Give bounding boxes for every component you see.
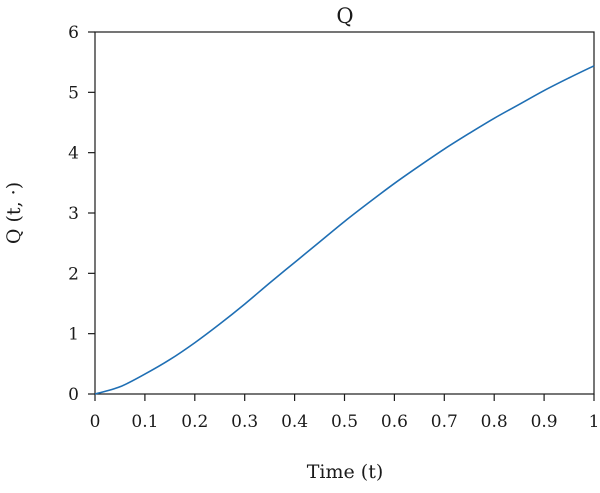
- x-tick-label: 1: [589, 412, 600, 432]
- x-tick-label: 0.9: [531, 412, 558, 432]
- x-axis-title: Time (t): [307, 461, 384, 483]
- x-tick-label: 0.7: [431, 412, 458, 432]
- y-tick-label: 6: [68, 23, 79, 43]
- x-tick-label: 0.5: [331, 412, 358, 432]
- series-line: [94, 65, 595, 395]
- y-tick-label: 0: [68, 385, 79, 405]
- x-axis: 0 0.1 0.2 0.3 0.4 0.5 0.6 0.7 0.8 0.9 1: [90, 394, 600, 432]
- y-tick-label: 1: [68, 325, 79, 345]
- plot-frame: [94, 31, 595, 395]
- chart-title: Q: [336, 4, 353, 28]
- y-tick-label: 2: [68, 264, 79, 284]
- x-tick-label: 0.2: [181, 412, 208, 432]
- y-tick-label: 3: [68, 204, 79, 224]
- y-axis: 0 1 2 3 4 5 6: [68, 23, 95, 405]
- series-layer: [94, 65, 595, 395]
- x-tick-label: 0.8: [481, 412, 508, 432]
- y-axis-title: Q (t, ·): [3, 182, 25, 244]
- y-tick-label: 5: [68, 83, 79, 103]
- x-tick-label: 0: [90, 412, 101, 432]
- x-tick-label: 0.4: [281, 412, 308, 432]
- x-tick-label: 0.1: [131, 412, 158, 432]
- x-tick-label: 0.6: [381, 412, 408, 432]
- y-tick-label: 4: [68, 144, 79, 164]
- x-tick-label: 0.3: [231, 412, 258, 432]
